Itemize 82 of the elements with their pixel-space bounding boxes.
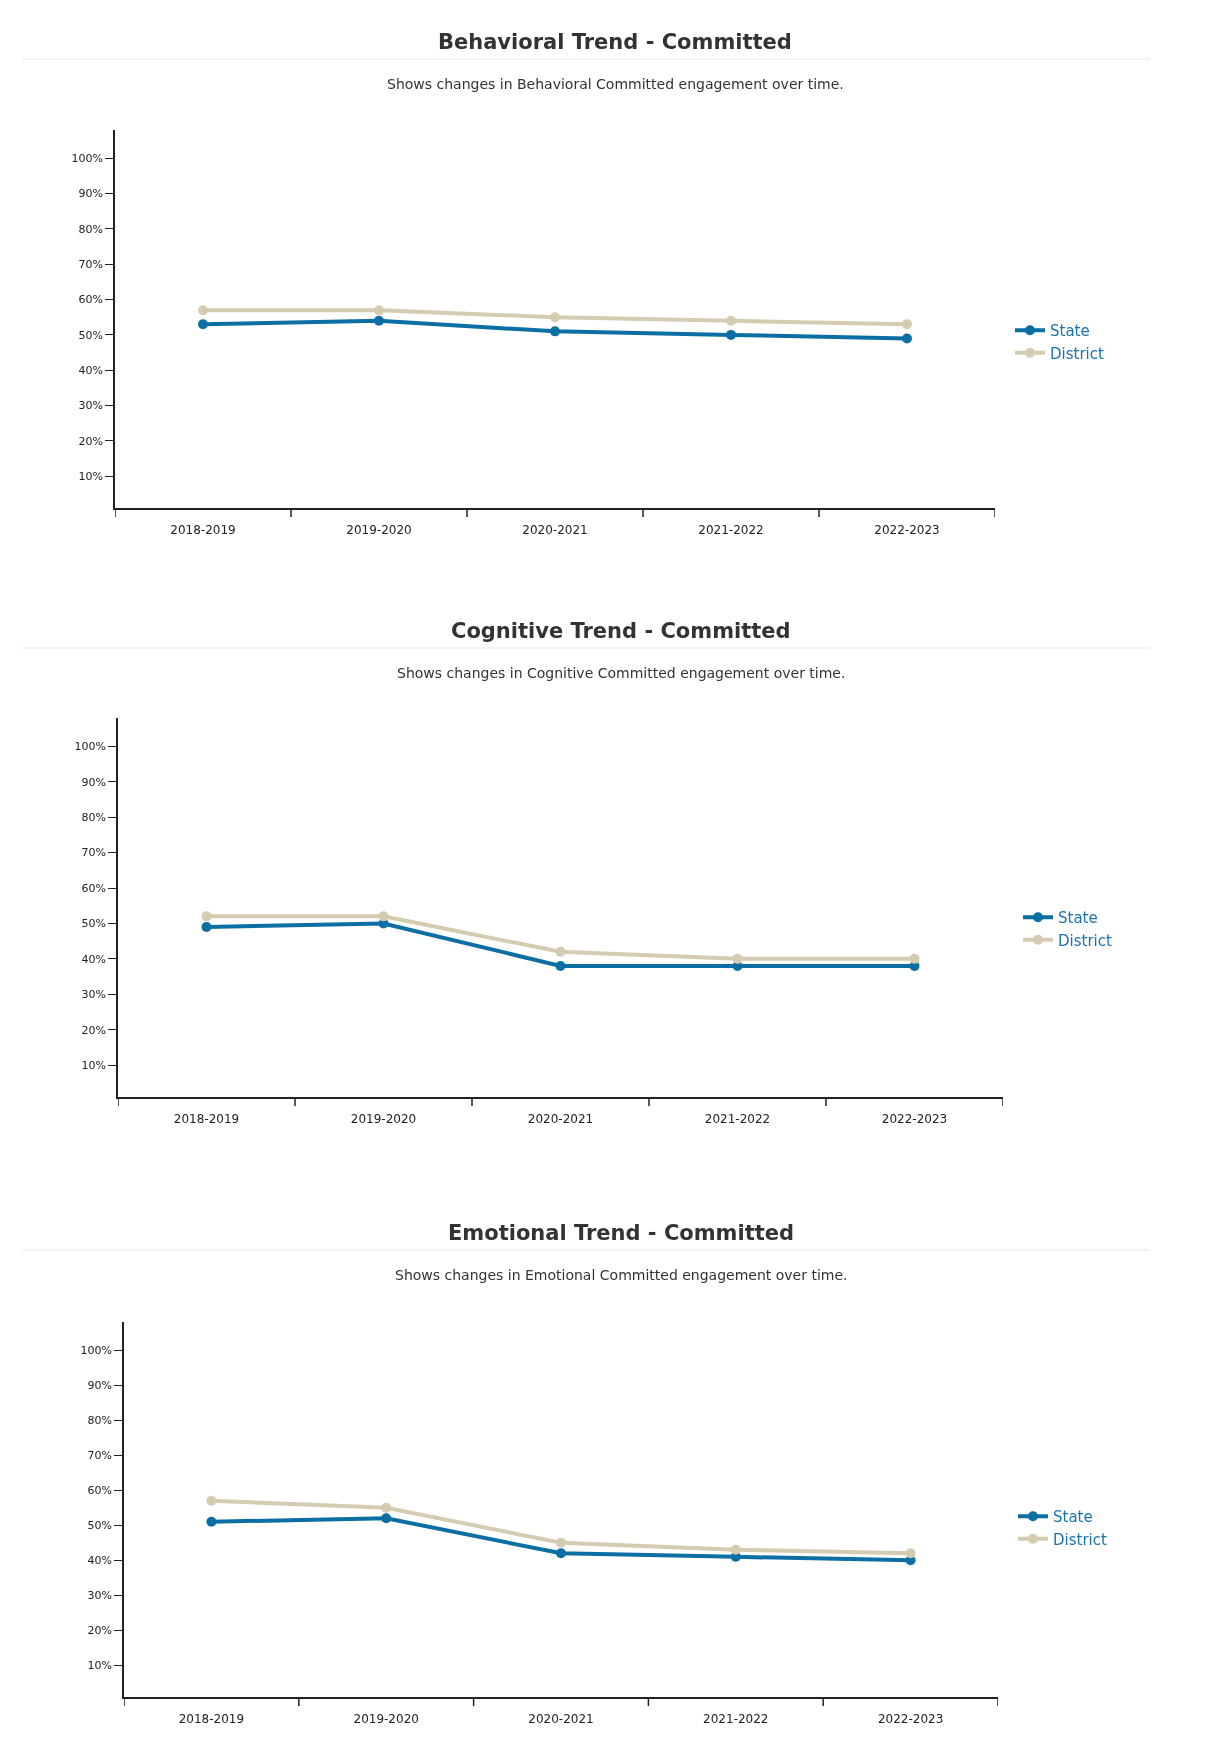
x-tick-label: 2018-2019 <box>173 1112 240 1127</box>
legend-label: District <box>1058 931 1112 950</box>
point <box>206 1516 217 1527</box>
point <box>556 1537 566 1548</box>
x-tick-label: 2020-2021 <box>527 1112 594 1127</box>
point <box>550 312 560 323</box>
point <box>555 960 566 971</box>
point <box>550 326 560 337</box>
y-tick-label: 50% <box>87 1519 113 1533</box>
y-tick-label: 20% <box>87 1624 113 1638</box>
legend-label: District <box>1050 344 1104 363</box>
y-tick-label: 50% <box>78 328 104 342</box>
y-tick-label: 20% <box>81 1023 107 1037</box>
x-tick-label: 2021-2022 <box>703 1712 769 1727</box>
x-tick-label: 2018-2019 <box>178 1712 245 1727</box>
y-tick-label: 60% <box>78 293 104 307</box>
point <box>909 953 920 964</box>
x-tick-label: 2019-2020 <box>350 1112 417 1127</box>
legend-label: State <box>1058 909 1098 928</box>
point <box>555 946 566 957</box>
x-tick-label: 2022-2023 <box>874 523 940 538</box>
point <box>378 911 389 922</box>
y-tick-label: 70% <box>81 846 107 860</box>
y-tick-label: 80% <box>87 1413 113 1427</box>
y-tick-label: 40% <box>87 1554 113 1568</box>
y-tick-label: 50% <box>81 917 107 931</box>
chart-subtitle: Shows changes in Behavioral Committed engagement over time. <box>387 76 844 92</box>
point <box>730 1544 741 1555</box>
y-tick-label: 80% <box>78 222 104 236</box>
point <box>902 333 912 344</box>
chart-title: Behavioral Trend - Committed <box>438 30 792 54</box>
y-tick-label: 100% <box>71 152 104 166</box>
y-tick-label: 60% <box>81 881 107 895</box>
legend-label: State <box>1053 1508 1093 1527</box>
point <box>201 911 212 922</box>
point <box>556 1548 566 1559</box>
y-tick-label: 30% <box>78 399 104 413</box>
y-tick-label: 100% <box>80 1343 113 1357</box>
chart-subtitle: Shows changes in Emotional Committed engagement over time. <box>395 1267 848 1283</box>
point <box>206 1495 217 1506</box>
point <box>201 921 212 932</box>
point <box>732 953 743 964</box>
y-tick-label: 60% <box>87 1484 113 1498</box>
legend-label: State <box>1050 322 1090 341</box>
point <box>381 1513 392 1524</box>
y-tick-label: 90% <box>78 187 104 201</box>
legend-label: District <box>1053 1530 1107 1549</box>
x-tick-label: 2022-2023 <box>877 1712 944 1727</box>
y-tick-label: 100% <box>74 740 107 754</box>
y-tick-label: 10% <box>87 1659 113 1673</box>
x-tick-label: 2020-2021 <box>528 1712 594 1727</box>
y-tick-label: 70% <box>78 258 104 272</box>
point <box>381 1502 392 1513</box>
chart-subtitle: Shows changes in Cognitive Committed engagement over time. <box>397 665 846 681</box>
point <box>905 1548 916 1559</box>
y-tick-label: 80% <box>81 811 107 825</box>
point <box>902 319 912 330</box>
chart-title: Cognitive Trend - Committed <box>451 619 791 643</box>
x-tick-label: 2021-2022 <box>704 1112 771 1127</box>
y-tick-label: 10% <box>81 1058 107 1072</box>
y-tick-label: 30% <box>81 988 107 1002</box>
point <box>198 305 208 316</box>
point <box>374 315 384 326</box>
x-tick-label: 2019-2020 <box>353 1712 419 1727</box>
y-tick-label: 40% <box>81 952 107 966</box>
y-tick-label: 90% <box>81 775 107 789</box>
x-tick-label: 2019-2020 <box>346 523 412 538</box>
y-tick-label: 70% <box>87 1449 113 1463</box>
point <box>726 329 736 340</box>
y-tick-label: 90% <box>87 1378 113 1392</box>
point <box>198 319 208 330</box>
point <box>726 315 736 326</box>
x-tick-label: 2018-2019 <box>170 523 236 538</box>
y-tick-label: 10% <box>78 470 104 484</box>
y-tick-label: 20% <box>78 434 104 448</box>
y-tick-label: 30% <box>87 1589 113 1603</box>
x-tick-label: 2022-2023 <box>881 1112 948 1127</box>
x-tick-label: 2021-2022 <box>698 523 764 538</box>
point <box>374 305 384 316</box>
x-tick-label: 2020-2021 <box>522 523 588 538</box>
y-tick-label: 40% <box>78 364 104 378</box>
chart-title: Emotional Trend - Committed <box>448 1221 795 1245</box>
